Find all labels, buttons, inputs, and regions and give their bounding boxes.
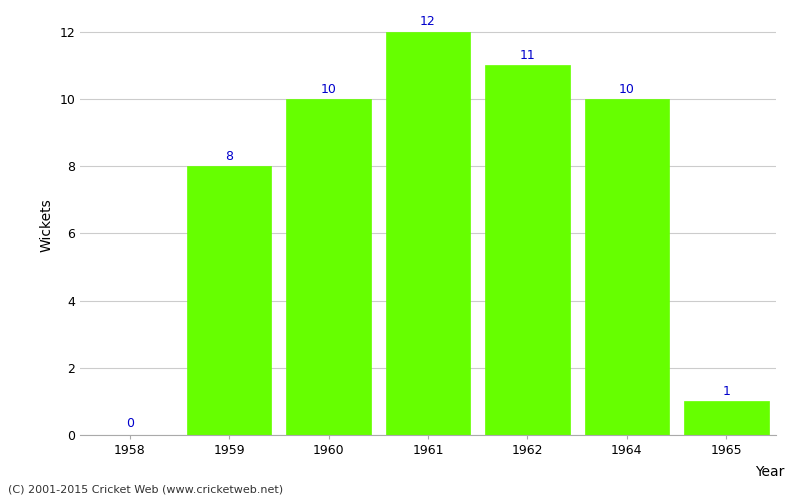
Text: 11: 11 [519,49,535,62]
Text: Year: Year [754,465,784,479]
Text: (C) 2001-2015 Cricket Web (www.cricketweb.net): (C) 2001-2015 Cricket Web (www.cricketwe… [8,485,283,495]
Y-axis label: Wickets: Wickets [40,198,54,252]
Text: 0: 0 [126,417,134,430]
Bar [386,32,470,435]
Bar [485,66,570,435]
Text: 1: 1 [722,385,730,398]
Bar [187,166,271,435]
Text: 10: 10 [619,82,634,96]
Bar [585,99,669,435]
Text: 12: 12 [420,16,436,28]
Bar [286,99,371,435]
Text: 10: 10 [321,82,337,96]
Text: 8: 8 [225,150,233,163]
Bar [684,402,769,435]
